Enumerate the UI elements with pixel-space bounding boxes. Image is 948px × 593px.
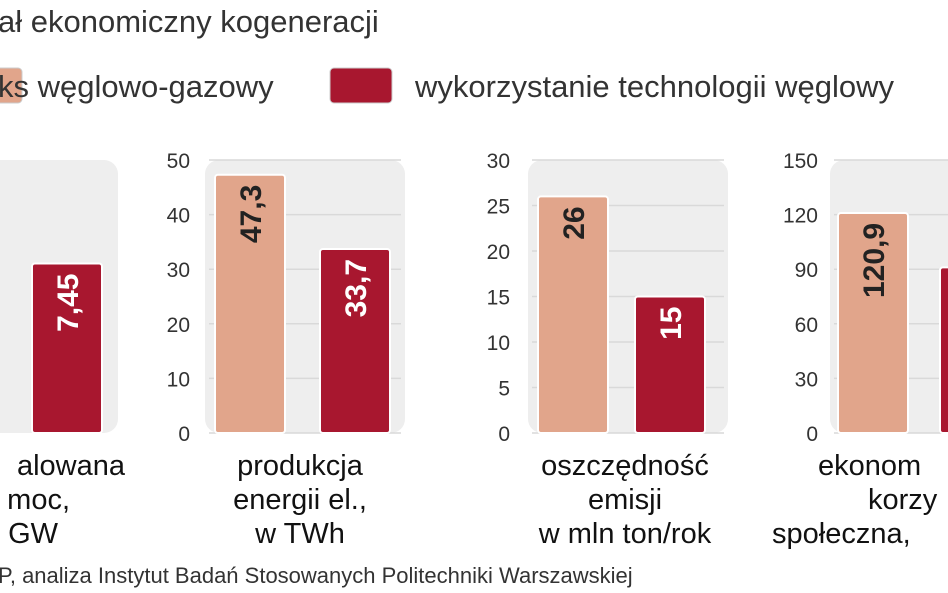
y-tick-label: 40 [167, 205, 190, 228]
legend-label: wykorzystanie technologii węglowy [414, 69, 895, 104]
y-tick-label: 120 [783, 205, 818, 228]
category-label: moc, [7, 484, 70, 516]
bar [634, 295, 706, 434]
y-tick-label: 30 [795, 368, 818, 391]
category-label: emisji [588, 484, 662, 516]
category-label: ekonom [818, 450, 921, 482]
y-tick-label: 25 [487, 196, 510, 219]
bar [31, 262, 103, 435]
category-label: energii el., [233, 484, 367, 516]
category-label: GW [8, 518, 59, 550]
category-label: oszczędność [541, 450, 709, 482]
y-tick-label: 50 [167, 150, 190, 173]
title: ał ekonomiczny kogeneracji [0, 4, 379, 39]
y-tick-label: 15 [487, 287, 510, 310]
y-tick-label: 20 [487, 241, 510, 264]
y-tick-label: 90 [795, 259, 818, 282]
value-label: 26 [558, 206, 591, 239]
category-label: korzy [868, 484, 938, 516]
value-label: 7,45 [52, 274, 85, 332]
value-label: 15 [655, 307, 688, 340]
y-tick-label: 30 [167, 259, 190, 282]
y-tick-label: 150 [783, 150, 818, 173]
category-label: alowana [17, 450, 126, 482]
y-tick-label: 0 [178, 423, 190, 446]
bar [319, 247, 391, 434]
category-label: społeczna, [772, 518, 911, 550]
y-tick-label: 10 [487, 332, 510, 355]
y-tick-label: 5 [498, 378, 510, 401]
y-tick-label: 0 [498, 423, 510, 446]
category-label: produkcja [237, 450, 364, 482]
y-tick-label: 10 [167, 368, 190, 391]
category-label: w TWh [254, 518, 345, 550]
bar [837, 211, 909, 434]
bar [939, 266, 948, 434]
y-tick-label: 30 [487, 150, 510, 173]
category-label: w mln ton/rok [538, 518, 712, 550]
bar [214, 173, 286, 434]
legend-swatch [0, 67, 23, 104]
y-tick-label: 0 [806, 423, 818, 446]
source: P, analiza Instytut Badań Stosowanych Po… [0, 563, 633, 588]
value-label: 120,9 [858, 223, 891, 298]
y-tick-label: 20 [167, 314, 190, 337]
bar [537, 195, 609, 434]
legend-swatch [329, 67, 393, 104]
value-label: 47,3 [235, 185, 268, 243]
legend-label: ks węglowo-gazowy [0, 69, 274, 104]
y-tick-label: 60 [795, 314, 818, 337]
value-label: 33,7 [340, 259, 373, 317]
